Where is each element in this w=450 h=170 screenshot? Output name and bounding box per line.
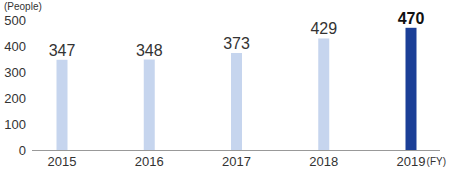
chart-svg: (People) 0 100 200 300 400 500 347 348 373 429 470 2… [0, 0, 450, 170]
bar [318, 38, 329, 150]
y-tick-label: 0 [19, 143, 26, 158]
chart-container: (People) 0 100 200 300 400 500 347 348 373 429 470 2… [0, 0, 450, 170]
bar [406, 28, 417, 150]
x-axis-label: (FY) [427, 156, 446, 167]
data-label: 429 [310, 20, 337, 37]
y-tick-label: 400 [4, 39, 26, 54]
x-tick-label: 2017 [222, 154, 251, 169]
data-label: 347 [49, 42, 76, 59]
y-axis-label: (People) [4, 1, 42, 12]
y-tick-label: 500 [4, 13, 26, 28]
bar [57, 60, 68, 150]
x-tick-label: 2018 [309, 154, 338, 169]
x-tick-label: 2016 [135, 154, 164, 169]
data-label: 373 [223, 35, 250, 52]
y-tick-label: 300 [4, 65, 26, 80]
x-axis-line [32, 150, 440, 151]
data-label: 470 [398, 10, 425, 27]
data-label: 348 [136, 42, 163, 59]
y-tick-label: 200 [4, 91, 26, 106]
x-tick-label: 2015 [48, 154, 77, 169]
bar [231, 53, 242, 150]
bars [57, 28, 417, 150]
x-tick-label: 2019 [397, 154, 426, 169]
y-tick-label: 100 [4, 117, 26, 132]
bar [144, 60, 155, 150]
